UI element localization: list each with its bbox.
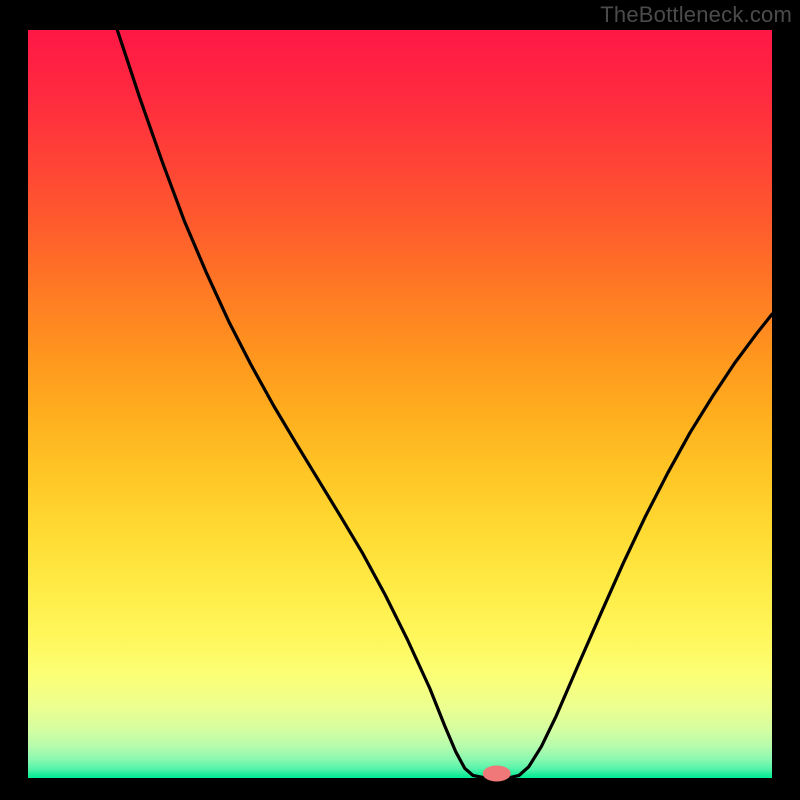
optimal-marker	[483, 766, 511, 782]
bottleneck-chart	[0, 0, 800, 800]
watermark-text: TheBottleneck.com	[600, 2, 792, 28]
plot-background	[28, 30, 772, 778]
